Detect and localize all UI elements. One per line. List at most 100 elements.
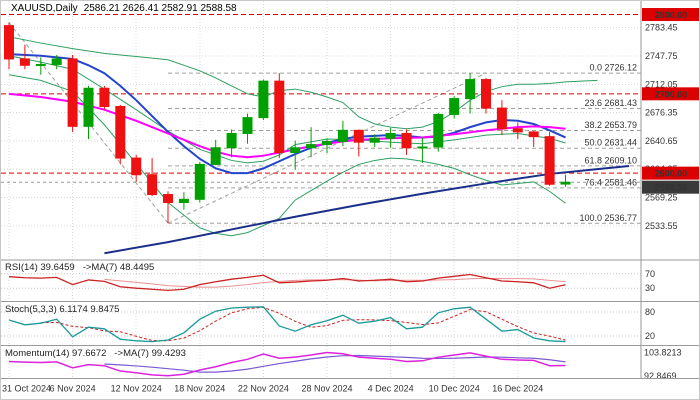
stochastic-indicator-label: Stoch(5,3,3) 6.1174 9.8475 bbox=[5, 304, 119, 315]
date-label: 12 Nov 2024 bbox=[111, 384, 162, 394]
candle-down bbox=[512, 128, 523, 133]
momentum-axis-label: 103.8213 bbox=[644, 347, 682, 357]
candle-up bbox=[306, 144, 317, 149]
stochastic-value-label: Stoch(5,3,3) 6.1174 9.8475 bbox=[5, 304, 120, 315]
current-price-badge-text: 2588.58 bbox=[655, 183, 688, 193]
date-label: 18 Nov 2024 bbox=[174, 384, 225, 394]
price-tick-label: 2783.45 bbox=[645, 23, 678, 33]
date-label: 31 Oct 2024 bbox=[2, 384, 51, 394]
candle-up bbox=[369, 137, 380, 143]
candle-up bbox=[210, 147, 221, 165]
candle-up bbox=[290, 147, 301, 154]
momentum-ma-label: ->MA(7) 99.4293 bbox=[114, 348, 186, 359]
candle-down bbox=[401, 132, 412, 149]
candle-up bbox=[35, 63, 46, 66]
candle-up bbox=[83, 87, 94, 127]
candle-up bbox=[417, 146, 428, 149]
momentum-indicator-label: Momentum(14) 97.6672 ->MA(7) 99.4293 bbox=[5, 348, 186, 359]
rsi-value-label: RSI(14) 39.6459 bbox=[5, 262, 75, 273]
candle-down bbox=[544, 136, 555, 185]
candle-up bbox=[322, 140, 332, 146]
fibonacci-retracement[interactable]: 0.0 2726.12 23.6 2681.43 38.2 2653.79 50.0 … bbox=[8, 22, 641, 224]
chart-symbol-timeframe: XAUUSD,Daily bbox=[11, 3, 78, 14]
candle-up bbox=[242, 117, 253, 134]
pane-separators[interactable] bbox=[1, 1, 700, 379]
price-axis[interactable]: 2783.452747.752712.052676.352640.652604.… bbox=[642, 8, 700, 231]
chart-ohlc-readout: 2586.21 2626.41 2582.91 2588.58 bbox=[83, 3, 237, 14]
momentum-axis-label: 92.8469 bbox=[644, 371, 677, 381]
candle-down bbox=[481, 79, 491, 109]
price-level-badge bbox=[642, 166, 699, 180]
candle-down bbox=[4, 25, 14, 60]
rsi-indicator-label: RSI(14) 39.6459 ->MA(7) 48.4495 bbox=[5, 262, 154, 273]
candle-down bbox=[67, 58, 78, 127]
candle-up bbox=[560, 181, 571, 185]
fib-level-label: 76.4 2581.46 bbox=[584, 177, 637, 187]
fib-level-label: 0.0 2726.12 bbox=[589, 63, 637, 73]
fib-level-label: 38.2 2653.79 bbox=[584, 120, 637, 130]
bollinger-lower-band bbox=[8, 74, 566, 237]
fib-level-label: 23.6 2681.43 bbox=[584, 98, 637, 108]
rsi-line bbox=[8, 273, 566, 292]
fib-level-label: 61.8 2609.10 bbox=[584, 155, 637, 165]
date-label: 10 Dec 2024 bbox=[429, 384, 480, 394]
candle-up bbox=[194, 163, 205, 200]
stochastic-level-label: 20 bbox=[645, 331, 655, 341]
candle-down bbox=[147, 174, 158, 196]
price-tick-label: 2747.75 bbox=[645, 51, 678, 61]
price-tick-label: 2533.55 bbox=[645, 221, 678, 231]
momentum-value-label: Momentum(14) 97.6672 bbox=[5, 348, 107, 359]
blue-ma-line bbox=[8, 53, 566, 175]
candle-down bbox=[19, 58, 30, 66]
candle-down bbox=[274, 80, 285, 154]
candle-up bbox=[433, 113, 444, 148]
price-level-badge bbox=[642, 8, 699, 22]
candle-up bbox=[465, 79, 476, 100]
current-price-badge bbox=[642, 180, 699, 194]
candle-up bbox=[337, 129, 348, 142]
rsi-ma-label: ->MA(7) 48.4495 bbox=[82, 262, 155, 273]
price-level-badge-text: 2700.00 bbox=[655, 89, 688, 99]
stochastic-main-line bbox=[8, 306, 566, 343]
fib-level-label: 50.0 2631.44 bbox=[584, 138, 637, 148]
candle-up bbox=[226, 132, 237, 149]
date-label: 4 Dec 2024 bbox=[368, 384, 414, 394]
date-label: 22 Nov 2024 bbox=[238, 384, 289, 394]
candle-up bbox=[258, 80, 269, 119]
stochastic-signal-line bbox=[40, 306, 566, 342]
price-level-badge bbox=[642, 87, 699, 101]
date-label: 16 Dec 2024 bbox=[492, 384, 543, 394]
price-tick-label: 2712.05 bbox=[645, 79, 678, 89]
stochastic-pane: 80 20 bbox=[1, 306, 655, 343]
chart-title: XAUUSD,Daily 2586.21 2626.41 2582.91 2588… bbox=[11, 3, 237, 14]
momentum-line bbox=[8, 351, 566, 377]
candle-down bbox=[528, 131, 539, 138]
candle-down bbox=[131, 157, 142, 176]
overlay-indicators bbox=[8, 36, 630, 255]
candle-up bbox=[449, 98, 460, 115]
candle-down bbox=[496, 107, 507, 130]
rsi-level-label: 30 bbox=[645, 283, 655, 293]
stochastic-level-label: 80 bbox=[645, 307, 655, 317]
candle-down bbox=[353, 129, 364, 143]
price-tick-label: 2676.35 bbox=[645, 108, 678, 118]
price-tick-label: 2640.65 bbox=[645, 136, 678, 146]
price-level-badge-text: 2600.00 bbox=[655, 169, 688, 179]
momentum-pane: 103.8213 92.8469 bbox=[8, 347, 682, 381]
rsi-level-label: 70 bbox=[645, 269, 655, 279]
candle-up bbox=[385, 132, 396, 139]
candlesticks bbox=[4, 22, 571, 224]
candle-down bbox=[163, 194, 173, 203]
date-label: 28 Nov 2024 bbox=[301, 384, 352, 394]
candle-down bbox=[115, 106, 126, 159]
date-label: 6 Nov 2024 bbox=[50, 384, 96, 394]
fib-level-label: 100.0 2536.77 bbox=[579, 213, 637, 223]
price-level-badge-text: 2800.00 bbox=[655, 10, 688, 20]
long-term-ma-line bbox=[104, 165, 630, 255]
candle-up bbox=[51, 58, 62, 65]
price-tick-label: 2569.25 bbox=[645, 193, 678, 203]
